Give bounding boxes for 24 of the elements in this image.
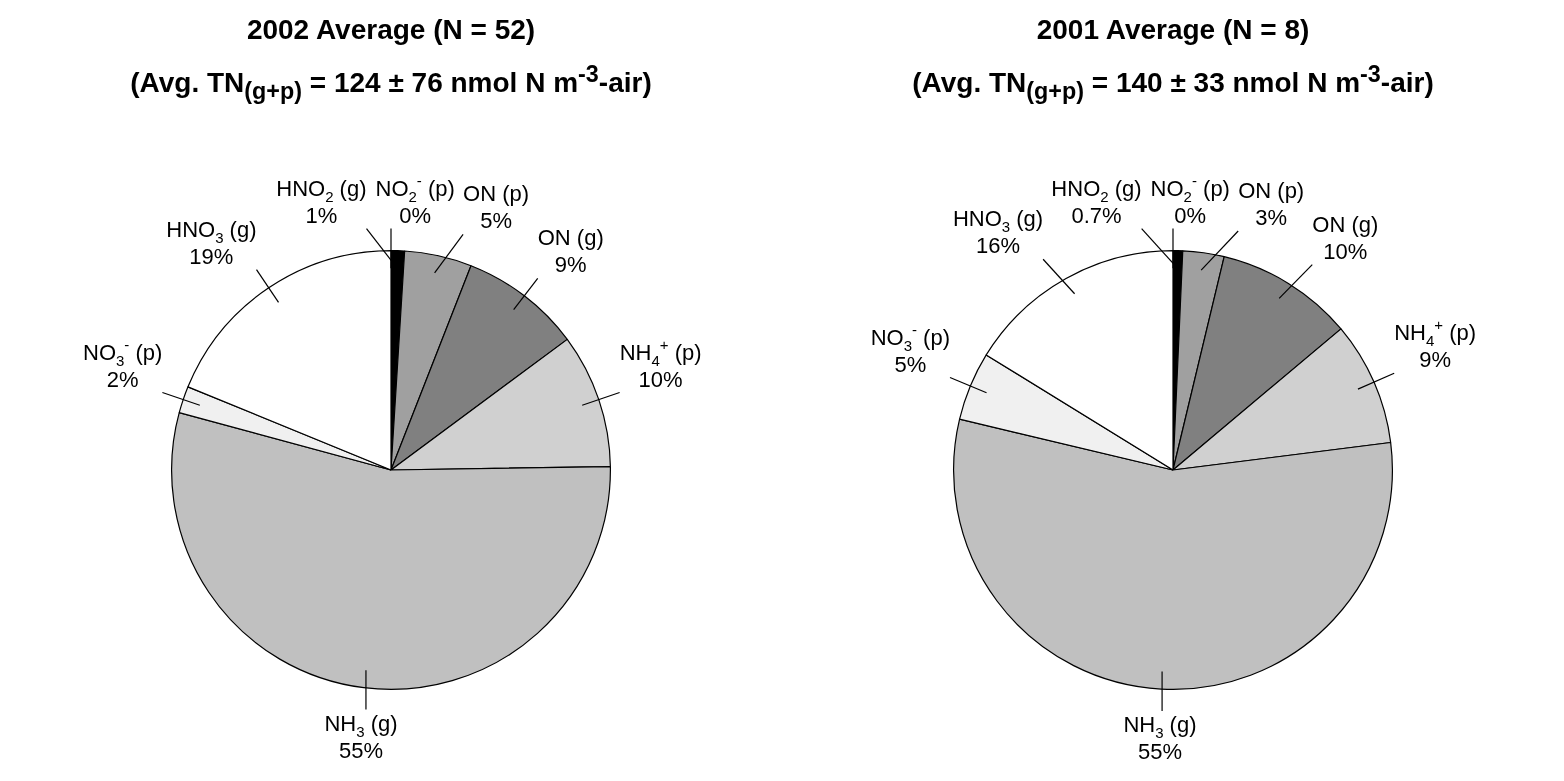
data-label: 5% xyxy=(480,208,512,234)
data-label: 10% xyxy=(638,366,683,392)
data-label: 0.7% xyxy=(1071,202,1122,228)
data-label: 10% xyxy=(1323,238,1368,264)
slice-label: ON (p) xyxy=(1238,177,1305,203)
data-label: 19% xyxy=(189,243,234,269)
chart-title: 2001 Average (N = 8) xyxy=(1036,14,1310,45)
data-label: 55% xyxy=(1137,739,1182,765)
data-label: 2% xyxy=(106,366,139,392)
slice-label: ON (g) xyxy=(537,225,604,251)
text: 0% xyxy=(1174,202,1207,228)
data-label: 3% xyxy=(1255,204,1288,230)
data-label: 5% xyxy=(894,351,927,377)
data-label: 9% xyxy=(1419,347,1452,373)
data-label: 1% xyxy=(305,202,338,228)
slice-label: ON (p) xyxy=(463,181,530,207)
chart-subtitle: (Avg. TN$_{(g+p)}$ = 124 ± 76 nmol N m$^{-3}$-air) xyxy=(130,61,652,104)
data-label: 55% xyxy=(339,737,384,763)
text: 0% xyxy=(399,202,432,228)
chart-subtitle: (Avg. TN$_{(g+p)}$ = 140 ± 33 nmol N m$^{-3}$-air) xyxy=(912,61,1434,104)
data-label: 9% xyxy=(554,252,587,278)
chart-title: 2002 Average (N = 52) xyxy=(246,14,536,45)
slice-label: ON (g) xyxy=(1312,211,1379,237)
data-label: 16% xyxy=(975,233,1021,259)
